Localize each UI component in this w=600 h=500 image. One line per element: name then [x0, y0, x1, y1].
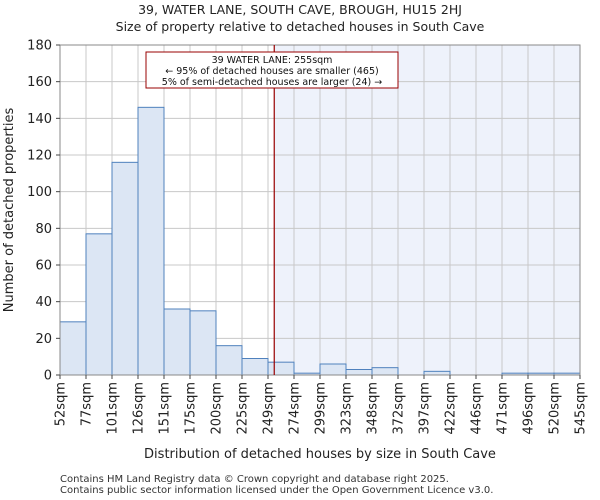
histogram-bar [59, 321, 87, 376]
histogram-bar [189, 310, 217, 376]
x-tick-label: 126sqm [132, 382, 147, 435]
x-tick-label: 446sqm [470, 382, 485, 435]
annotation-box [145, 51, 399, 89]
x-tick-label: 496sqm [522, 382, 537, 435]
histogram-bar [137, 106, 165, 376]
x-tick-label: 200sqm [210, 382, 225, 435]
y-tick-label: 0 [44, 369, 52, 384]
annotation-line: 39 WATER LANE: 255sqm [212, 55, 333, 66]
footer-copyright: Contains HM Land Registry data © Crown c… [60, 474, 449, 485]
x-tick-label: 397sqm [418, 382, 433, 435]
x-tick-label: 348sqm [366, 382, 381, 435]
chart-subtitle: Size of property relative to detached ho… [115, 19, 485, 34]
x-tick-label: 52sqm [54, 382, 69, 426]
histogram-bar [241, 358, 269, 376]
x-tick-label: 372sqm [392, 382, 407, 435]
x-tick-label: 323sqm [340, 382, 355, 435]
histogram-bar [215, 345, 243, 376]
histogram-bar [267, 361, 295, 376]
x-tick-label: 471sqm [496, 382, 511, 435]
y-tick-label: 120 [27, 149, 52, 164]
x-axis-title: Distribution of detached houses by size … [144, 447, 496, 462]
y-tick-label: 180 [27, 39, 52, 54]
y-tick-label: 60 [35, 259, 52, 274]
highlight-region [274, 45, 580, 375]
x-tick-label: 545sqm [574, 382, 589, 435]
x-tick-label: 151sqm [158, 382, 173, 435]
y-tick-label: 100 [27, 185, 52, 200]
y-tick-label: 80 [35, 222, 52, 237]
x-tick-label: 249sqm [262, 382, 277, 435]
x-tick-label: 175sqm [184, 382, 199, 435]
y-tick-label: 20 [35, 332, 52, 347]
histogram-bar [319, 363, 347, 376]
histogram-bar [163, 308, 191, 376]
y-tick-label: 40 [35, 295, 52, 310]
x-tick-label: 520sqm [548, 382, 563, 435]
x-tick-label: 101sqm [106, 382, 121, 435]
annotation-line: ← 95% of detached houses are smaller (46… [165, 66, 378, 77]
histogram-bar [371, 367, 399, 376]
histogram-bar [345, 369, 373, 376]
histogram-bar [423, 370, 451, 376]
x-tick-label: 299sqm [314, 382, 329, 435]
annotation-line: 5% of semi-detached houses are larger (2… [162, 77, 382, 88]
histogram-bar [85, 233, 113, 376]
x-tick-label: 422sqm [444, 382, 459, 435]
histogram-bar [111, 161, 139, 376]
y-tick-label: 140 [27, 112, 52, 127]
x-tick-label: 77sqm [80, 382, 95, 426]
y-tick-label: 160 [27, 75, 52, 90]
chart-title: 39, WATER LANE, SOUTH CAVE, BROUGH, HU15… [138, 2, 462, 17]
footer-licence: Contains public sector information licen… [60, 485, 494, 496]
x-tick-label: 274sqm [288, 382, 303, 435]
x-tick-label: 225sqm [236, 382, 251, 435]
y-axis-title: Number of detached properties [2, 108, 17, 313]
